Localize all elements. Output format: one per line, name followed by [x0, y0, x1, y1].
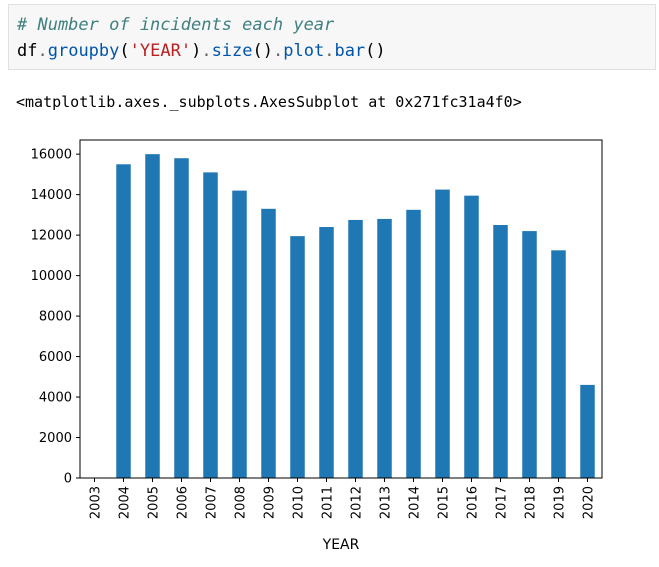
code-cell[interactable]: # Number of incidents each year df.group…	[8, 4, 656, 70]
y-tick-label: 10000	[31, 269, 72, 284]
code-token-bar: bar	[334, 41, 366, 61]
code-token-plot: plot	[283, 41, 325, 61]
y-tick-label: 16000	[31, 148, 72, 163]
code-token-dot: .	[273, 41, 284, 61]
x-tick-label: 2014	[408, 486, 423, 519]
x-tick-label: 2015	[437, 486, 452, 519]
code-token-dot: .	[324, 41, 335, 61]
code-token-groupby: groupby	[47, 41, 120, 61]
bar-2007	[203, 172, 218, 478]
y-tick-label: 8000	[39, 310, 72, 325]
bar-2015	[435, 189, 450, 478]
code-token-paren-open: (	[119, 41, 130, 61]
x-tick-label: 2005	[147, 486, 162, 519]
bar-2018	[522, 231, 537, 478]
y-tick-label: 12000	[31, 229, 72, 244]
output-repr: <matplotlib.axes._subplots.AxesSubplot a…	[16, 93, 522, 111]
y-axis-ticks: 0 2000 4000 6000 8000 10000 12000 14000 16000	[31, 148, 80, 487]
code-token-paren-close: )	[191, 41, 202, 61]
code-token-parens: ()	[365, 41, 386, 61]
x-tick-label: 2006	[176, 486, 191, 519]
x-tick-label: 2010	[292, 486, 307, 519]
code-token-dot: .	[37, 41, 48, 61]
x-tick-label: 2020	[582, 486, 597, 519]
bar-2011	[319, 227, 334, 478]
bar-2005	[145, 154, 160, 479]
bar-2006	[174, 158, 189, 478]
bar-2020	[580, 384, 595, 478]
code-line: df.groupby('YEAR').size().plot.bar()	[17, 41, 386, 61]
x-tick-label: 2012	[350, 486, 365, 519]
code-token-dot: .	[201, 41, 212, 61]
bar-2019	[551, 250, 566, 478]
y-tick-label: 14000	[31, 188, 72, 203]
code-token-string: 'YEAR'	[129, 41, 192, 61]
x-tick-label: 2009	[263, 486, 278, 519]
x-tick-label: 2003	[89, 486, 104, 519]
x-axis-ticks: 2003 2004 2005 2006 2007 2008 2009 2010 2011 2012…	[89, 478, 597, 519]
y-tick-label: 6000	[39, 350, 72, 365]
bar-2016	[464, 195, 479, 478]
x-tick-label: 2007	[205, 486, 220, 519]
x-tick-label: 2013	[379, 486, 394, 519]
bar-2008	[232, 190, 247, 478]
x-tick-label: 2016	[466, 486, 481, 519]
bar-2013	[377, 218, 392, 478]
bar-2012	[348, 219, 363, 478]
x-tick-label: 2004	[118, 486, 133, 519]
bar-2010	[290, 236, 305, 478]
bar-chart: 0 2000 4000 6000 8000 10000 12000 14000 16000 20…	[31, 139, 603, 553]
axes-frame	[79, 139, 603, 479]
y-tick-label: 0	[64, 472, 72, 487]
bar-2004	[116, 164, 131, 478]
x-tick-label: 2019	[553, 486, 568, 519]
bar-2014	[406, 209, 421, 478]
x-tick-label: 2018	[524, 486, 539, 519]
code-token-df: df	[17, 41, 38, 61]
code-token-parens: ()	[252, 41, 273, 61]
bar-2009	[261, 208, 276, 478]
y-tick-label: 4000	[39, 391, 72, 406]
x-tick-label: 2017	[495, 486, 510, 519]
x-tick-label: 2008	[234, 486, 249, 519]
code-comment: # Number of incidents each year	[17, 15, 335, 35]
code-token-size: size	[211, 41, 253, 61]
x-tick-label: 2011	[321, 486, 336, 519]
y-tick-label: 2000	[39, 431, 72, 446]
bars-group	[116, 154, 595, 479]
bar-2017	[493, 225, 508, 478]
x-axis-label: YEAR	[322, 537, 360, 553]
